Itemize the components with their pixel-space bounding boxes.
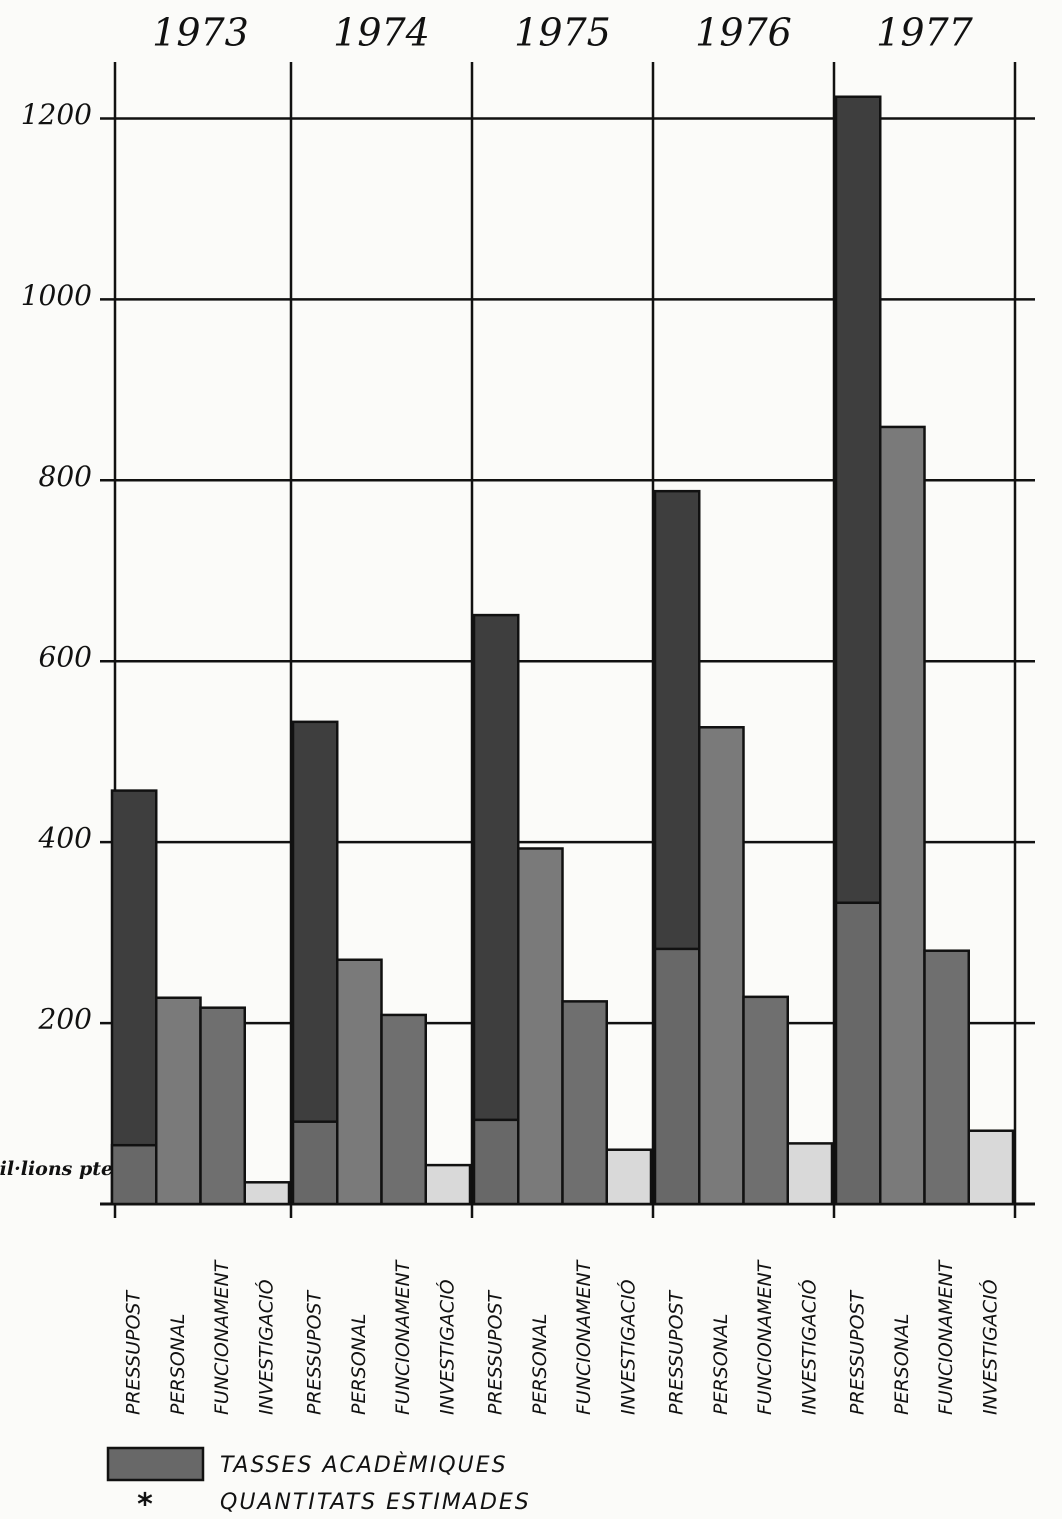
x-tick-label: INVESTIGACIÓ [796, 1279, 820, 1415]
x-tick-label: FUNCIONAMENT [211, 1259, 233, 1415]
bar [561, 1000, 608, 1206]
x-tick-label: PRESSUPOST [847, 1290, 869, 1415]
x-tick-label: PERSONAL [348, 1314, 370, 1415]
bar [967, 1129, 1015, 1206]
x-tick-label: PRESSUPOST [304, 1290, 326, 1415]
y-tick-label: 400 [38, 822, 92, 855]
overlay-bar [834, 901, 882, 1206]
bar [110, 789, 158, 1206]
y-tick-label: 200 [38, 1003, 92, 1036]
legend-label: TASSES ACADÈMIQUES [220, 1452, 508, 1478]
bar [155, 996, 202, 1206]
year-label: 1975 [514, 11, 611, 55]
bar [199, 1006, 246, 1206]
bar [380, 1013, 427, 1206]
year-label: 1974 [333, 11, 430, 55]
bar [742, 995, 789, 1206]
y-tick-label: 800 [39, 460, 92, 493]
x-tick-label: FUNCIONAMENT [392, 1259, 414, 1415]
x-tick-label: PERSONAL [710, 1314, 732, 1415]
legend-swatch [106, 1446, 205, 1482]
overlay-bar [653, 947, 701, 1206]
x-tick-label: INVESTIGACIÓ [615, 1279, 639, 1415]
x-tick-label: FUNCIONAMENT [754, 1259, 776, 1415]
x-tick-label: PERSONAL [529, 1314, 551, 1415]
y-tick-label: 1200 [21, 98, 92, 131]
x-tick-label: PRESSUPOST [485, 1290, 507, 1415]
bar [879, 425, 926, 1206]
bar [786, 1142, 834, 1206]
overlay-bar [291, 1120, 339, 1206]
x-tick-label: PERSONAL [167, 1314, 189, 1415]
overlay-bar [110, 1143, 158, 1206]
note-symbol: * [137, 1488, 153, 1519]
overlay-bar [472, 1118, 520, 1206]
bar [424, 1163, 472, 1206]
y-tick-label: 1000 [21, 279, 92, 312]
x-tick-label: PRESSUPOST [123, 1290, 145, 1415]
bar [698, 726, 745, 1206]
x-tick-label: INVESTIGACIÓ [434, 1279, 458, 1415]
x-tick-label: INVESTIGACIÓ [253, 1279, 277, 1415]
note-label: QUANTITATS ESTIMADES [220, 1490, 531, 1515]
bar [336, 958, 383, 1206]
x-tick-label: FUNCIONAMENT [935, 1259, 957, 1415]
bar [923, 949, 970, 1206]
year-label: 1977 [876, 11, 974, 55]
bar [472, 613, 520, 1206]
y-tick-label: 600 [39, 641, 92, 674]
year-label: 1976 [695, 11, 792, 55]
bar [243, 1181, 291, 1206]
x-tick-label: INVESTIGACIÓ [977, 1279, 1001, 1415]
x-tick-label: PERSONAL [891, 1314, 913, 1415]
bar [517, 847, 564, 1206]
year-label: 1973 [152, 11, 249, 55]
y-axis-label: mil·lions ptes. [0, 1158, 130, 1180]
x-tick-label: PRESSUPOST [666, 1290, 688, 1415]
bar [605, 1148, 653, 1206]
x-tick-label: FUNCIONAMENT [573, 1259, 595, 1415]
